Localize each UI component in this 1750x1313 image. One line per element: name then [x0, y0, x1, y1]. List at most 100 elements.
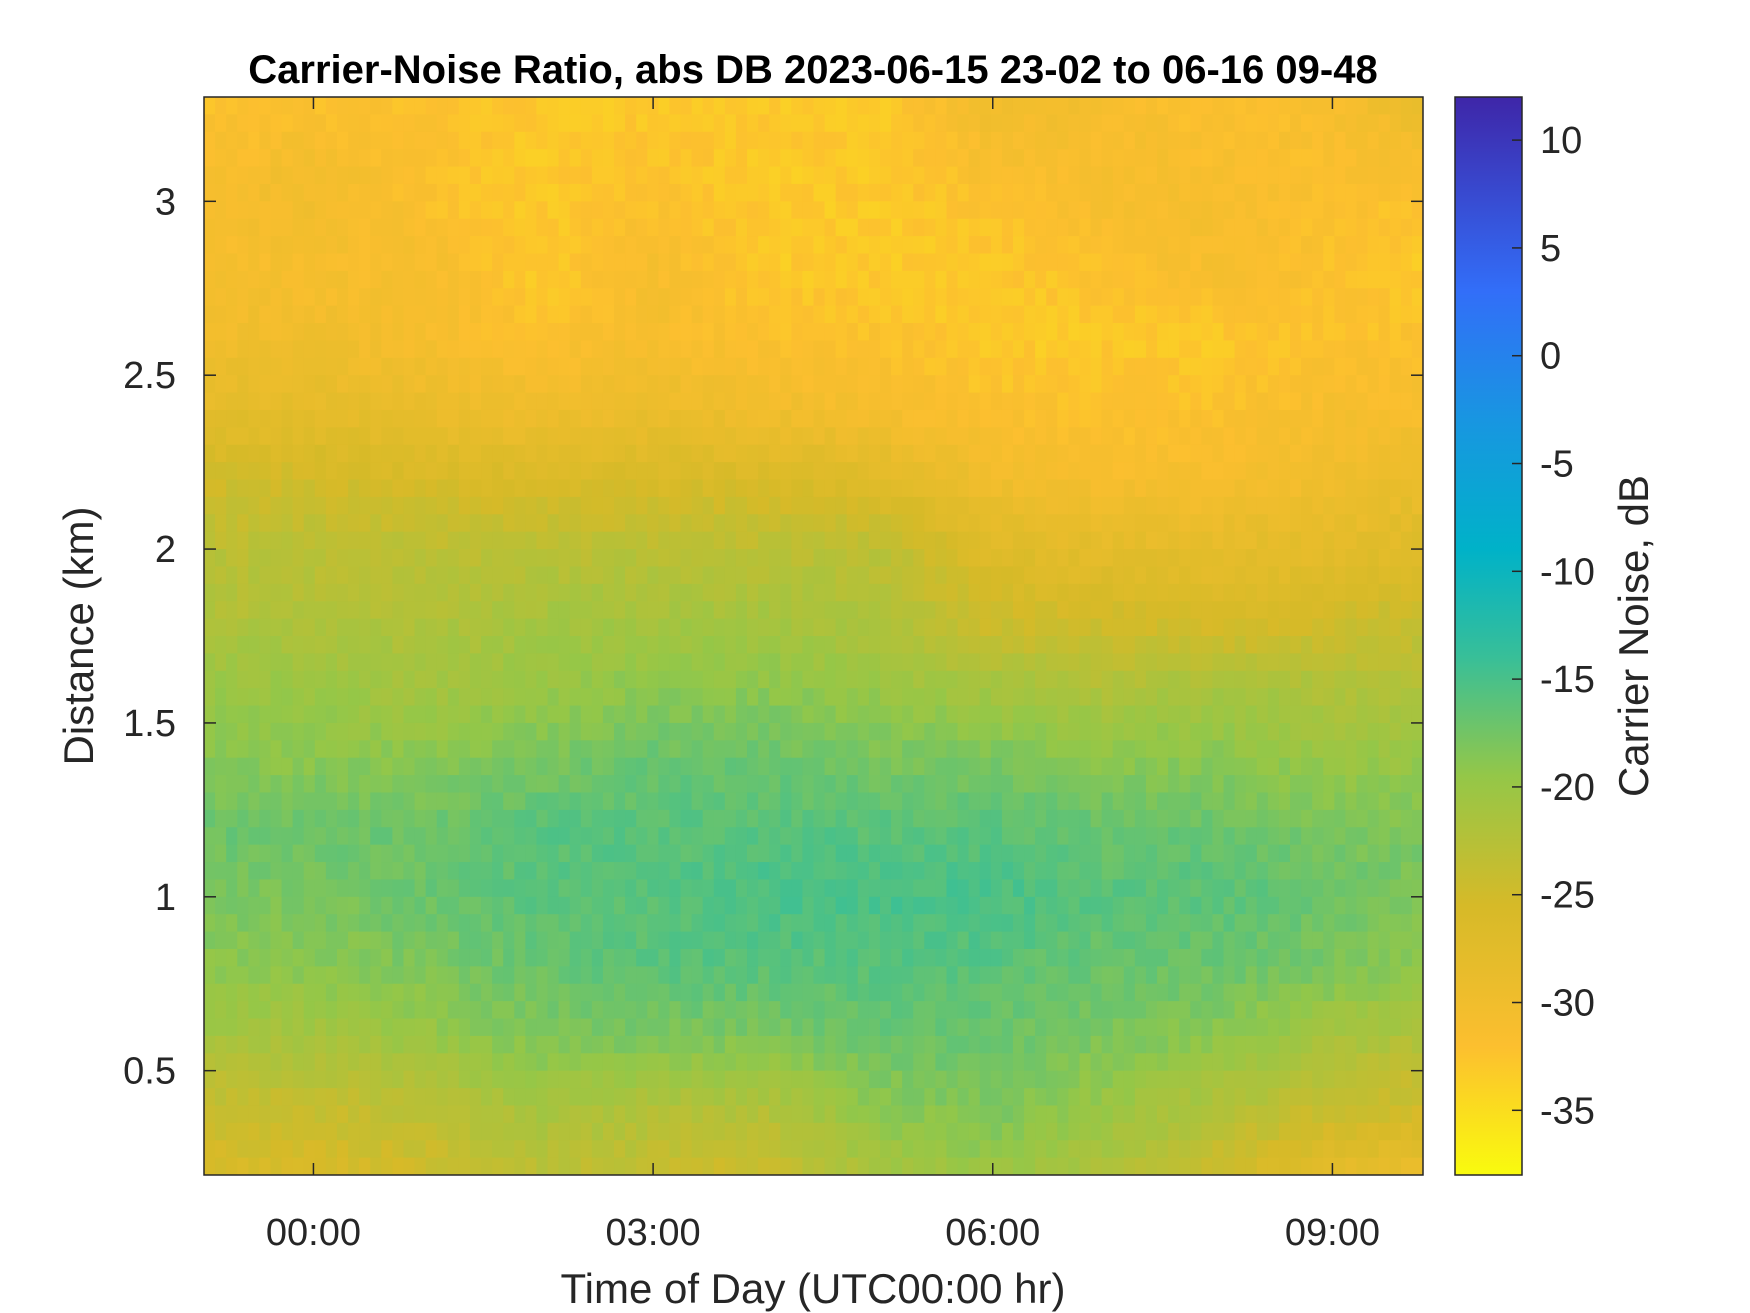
heatmap-cell	[215, 862, 227, 881]
heatmap-cell	[403, 288, 416, 307]
heatmap-cell	[469, 323, 482, 342]
heatmap-cell	[536, 288, 549, 307]
heatmap-cell	[913, 1105, 925, 1124]
heatmap-cell	[868, 427, 881, 446]
heatmap-cell	[724, 966, 737, 985]
heatmap-cell	[481, 1070, 493, 1089]
heatmap-cell	[580, 566, 593, 585]
heatmap-cell	[469, 270, 482, 289]
heatmap-cell	[237, 392, 249, 411]
heatmap-cell	[968, 409, 981, 428]
heatmap-cell	[946, 340, 959, 359]
heatmap-cell	[215, 705, 227, 724]
heatmap-cell	[846, 914, 859, 933]
heatmap-cell	[935, 862, 948, 881]
heatmap-cell	[237, 896, 249, 915]
heatmap-cell	[359, 305, 371, 324]
heatmap-cell	[758, 218, 770, 237]
heatmap-cell	[569, 618, 582, 637]
heatmap-cell	[558, 879, 571, 898]
heatmap-cell	[226, 323, 238, 342]
heatmap-cell	[769, 305, 781, 324]
heatmap-cell	[758, 1122, 770, 1141]
heatmap-cell	[735, 131, 748, 150]
heatmap-cell	[625, 722, 637, 741]
heatmap-cell	[414, 618, 427, 637]
heatmap-cell	[857, 809, 870, 828]
heatmap-cell	[1024, 357, 1036, 376]
heatmap-cell	[436, 340, 449, 359]
heatmap-cell	[868, 340, 881, 359]
heatmap-cell	[824, 583, 837, 602]
heatmap-cell	[957, 409, 970, 428]
heatmap-cell	[1035, 879, 1047, 898]
heatmap-cell	[957, 1053, 970, 1072]
heatmap-cell	[957, 896, 970, 915]
heatmap-cell	[924, 375, 936, 394]
heatmap-cell	[691, 1053, 704, 1072]
heatmap-cell	[348, 757, 360, 776]
heatmap-cell	[580, 931, 593, 950]
heatmap-cell	[946, 775, 959, 794]
heatmap-cell	[935, 931, 948, 950]
heatmap-cell	[348, 601, 360, 620]
heatmap-cell	[968, 948, 981, 967]
heatmap-cell	[857, 670, 870, 689]
heatmap-cell	[259, 462, 272, 481]
heatmap-cell	[1079, 879, 1092, 898]
heatmap-cell	[359, 757, 371, 776]
heatmap-cell	[902, 809, 914, 828]
heatmap-cell	[425, 409, 438, 428]
heatmap-cell	[425, 514, 438, 533]
heatmap-cell	[724, 1018, 737, 1037]
heatmap-cell	[702, 983, 715, 1002]
heatmap-cell	[425, 1157, 438, 1175]
heatmap-cell	[237, 253, 249, 272]
heatmap-cell	[724, 253, 737, 272]
heatmap-cell	[447, 392, 460, 411]
heatmap-cell	[647, 375, 659, 394]
heatmap-cell	[1079, 1105, 1092, 1124]
heatmap-cell	[204, 670, 216, 689]
heatmap-cell	[425, 496, 438, 515]
heatmap-cell	[769, 496, 781, 515]
heatmap-cell	[204, 931, 216, 950]
heatmap-cell	[935, 914, 948, 933]
heatmap-cell	[691, 236, 704, 255]
heatmap-cell	[813, 1088, 826, 1107]
heatmap-cell	[680, 444, 693, 463]
heatmap-cell	[824, 444, 837, 463]
heatmap-cell	[336, 1140, 349, 1159]
heatmap-cell	[215, 549, 227, 568]
heatmap-cell	[303, 722, 316, 741]
heatmap-cell	[215, 722, 227, 741]
heatmap-cell	[1024, 601, 1036, 620]
heatmap-cell	[237, 131, 249, 150]
heatmap-cell	[1024, 270, 1036, 289]
heatmap-cell	[1001, 740, 1014, 759]
heatmap-cell	[1024, 340, 1036, 359]
heatmap-cell	[879, 1018, 892, 1037]
heatmap-cell	[846, 601, 859, 620]
heatmap-cell	[226, 966, 238, 985]
heatmap-cell	[591, 775, 604, 794]
heatmap-cell	[669, 1053, 682, 1072]
heatmap-cell	[780, 149, 792, 168]
heatmap-cell	[1079, 1035, 1092, 1054]
heatmap-cell	[868, 305, 881, 324]
heatmap-cell	[292, 166, 305, 185]
heatmap-cell	[758, 183, 770, 202]
heatmap-cell	[525, 1157, 538, 1175]
heatmap-cell	[1001, 462, 1014, 481]
heatmap-cell	[625, 1140, 637, 1159]
heatmap-cell	[469, 879, 482, 898]
heatmap-cell	[514, 201, 526, 220]
heatmap-cell	[281, 653, 294, 672]
heatmap-cell	[381, 1157, 393, 1175]
heatmap-cell	[1035, 392, 1047, 411]
heatmap-cell	[713, 566, 726, 585]
heatmap-cell	[680, 114, 693, 133]
heatmap-cell	[204, 1088, 216, 1107]
heatmap-cell	[303, 879, 316, 898]
